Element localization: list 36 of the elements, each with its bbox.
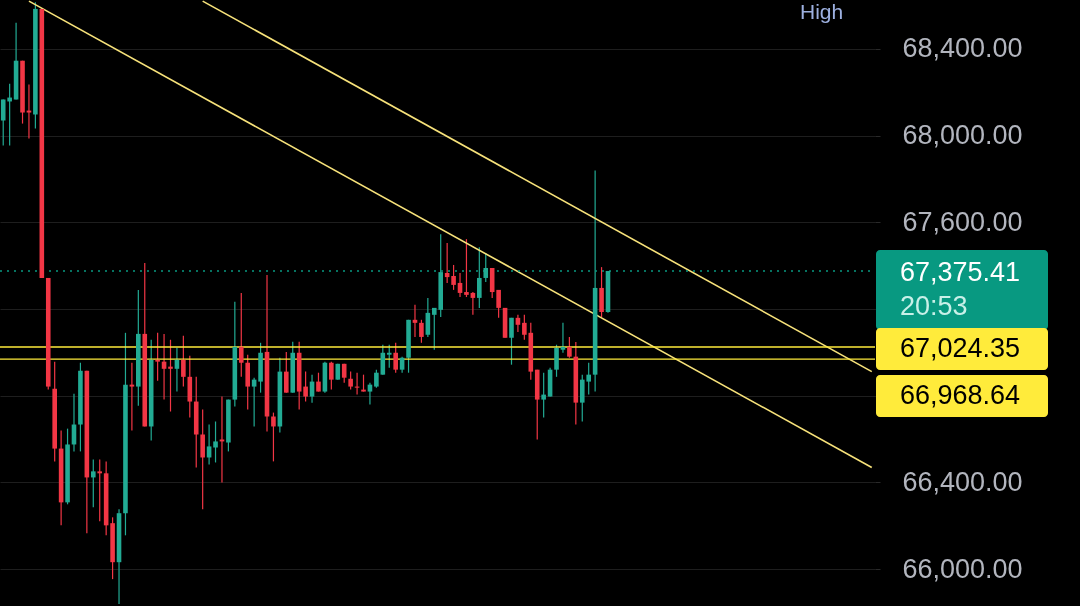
candlestick [181, 335, 186, 388]
candlestick [419, 319, 424, 344]
y-tick-label: 67,600.00 [902, 206, 1023, 237]
y-tick-label: 68,000.00 [902, 120, 1023, 151]
candlestick [238, 292, 244, 378]
candlestick [168, 339, 173, 413]
candlestick [200, 408, 205, 510]
y-tick-label: 68,400.00 [902, 33, 1023, 64]
candlestick [554, 344, 559, 378]
candlestick [155, 332, 160, 382]
candlestick [329, 361, 334, 391]
candlestick [393, 342, 398, 374]
candlestick [316, 372, 321, 393]
candlestick [213, 420, 218, 464]
candlestick [567, 336, 572, 359]
ref-line-label: 67,024.35 [900, 333, 1021, 364]
candlestick [477, 246, 482, 309]
annotation: High [800, 0, 844, 23]
y-tick-label: 66,000.00 [902, 553, 1023, 584]
candlestick [245, 354, 250, 411]
candlestick [541, 372, 546, 419]
text: 20:53 [900, 290, 968, 321]
candlestick [386, 344, 392, 369]
candlestick [483, 252, 489, 283]
candlestick [97, 458, 103, 522]
candlestick [496, 289, 501, 319]
y-tick-label: 66,400.00 [902, 466, 1023, 497]
candlestick [464, 238, 469, 298]
ref-line-label: 66,968.64 [900, 380, 1021, 411]
candlestick [451, 264, 456, 291]
candlestick [284, 351, 289, 394]
ref-line-label: 67,375.41 [900, 256, 1021, 287]
candlestick [303, 371, 308, 403]
candlestick [271, 412, 276, 462]
candlestick [509, 317, 514, 366]
candlestick [90, 458, 96, 508]
